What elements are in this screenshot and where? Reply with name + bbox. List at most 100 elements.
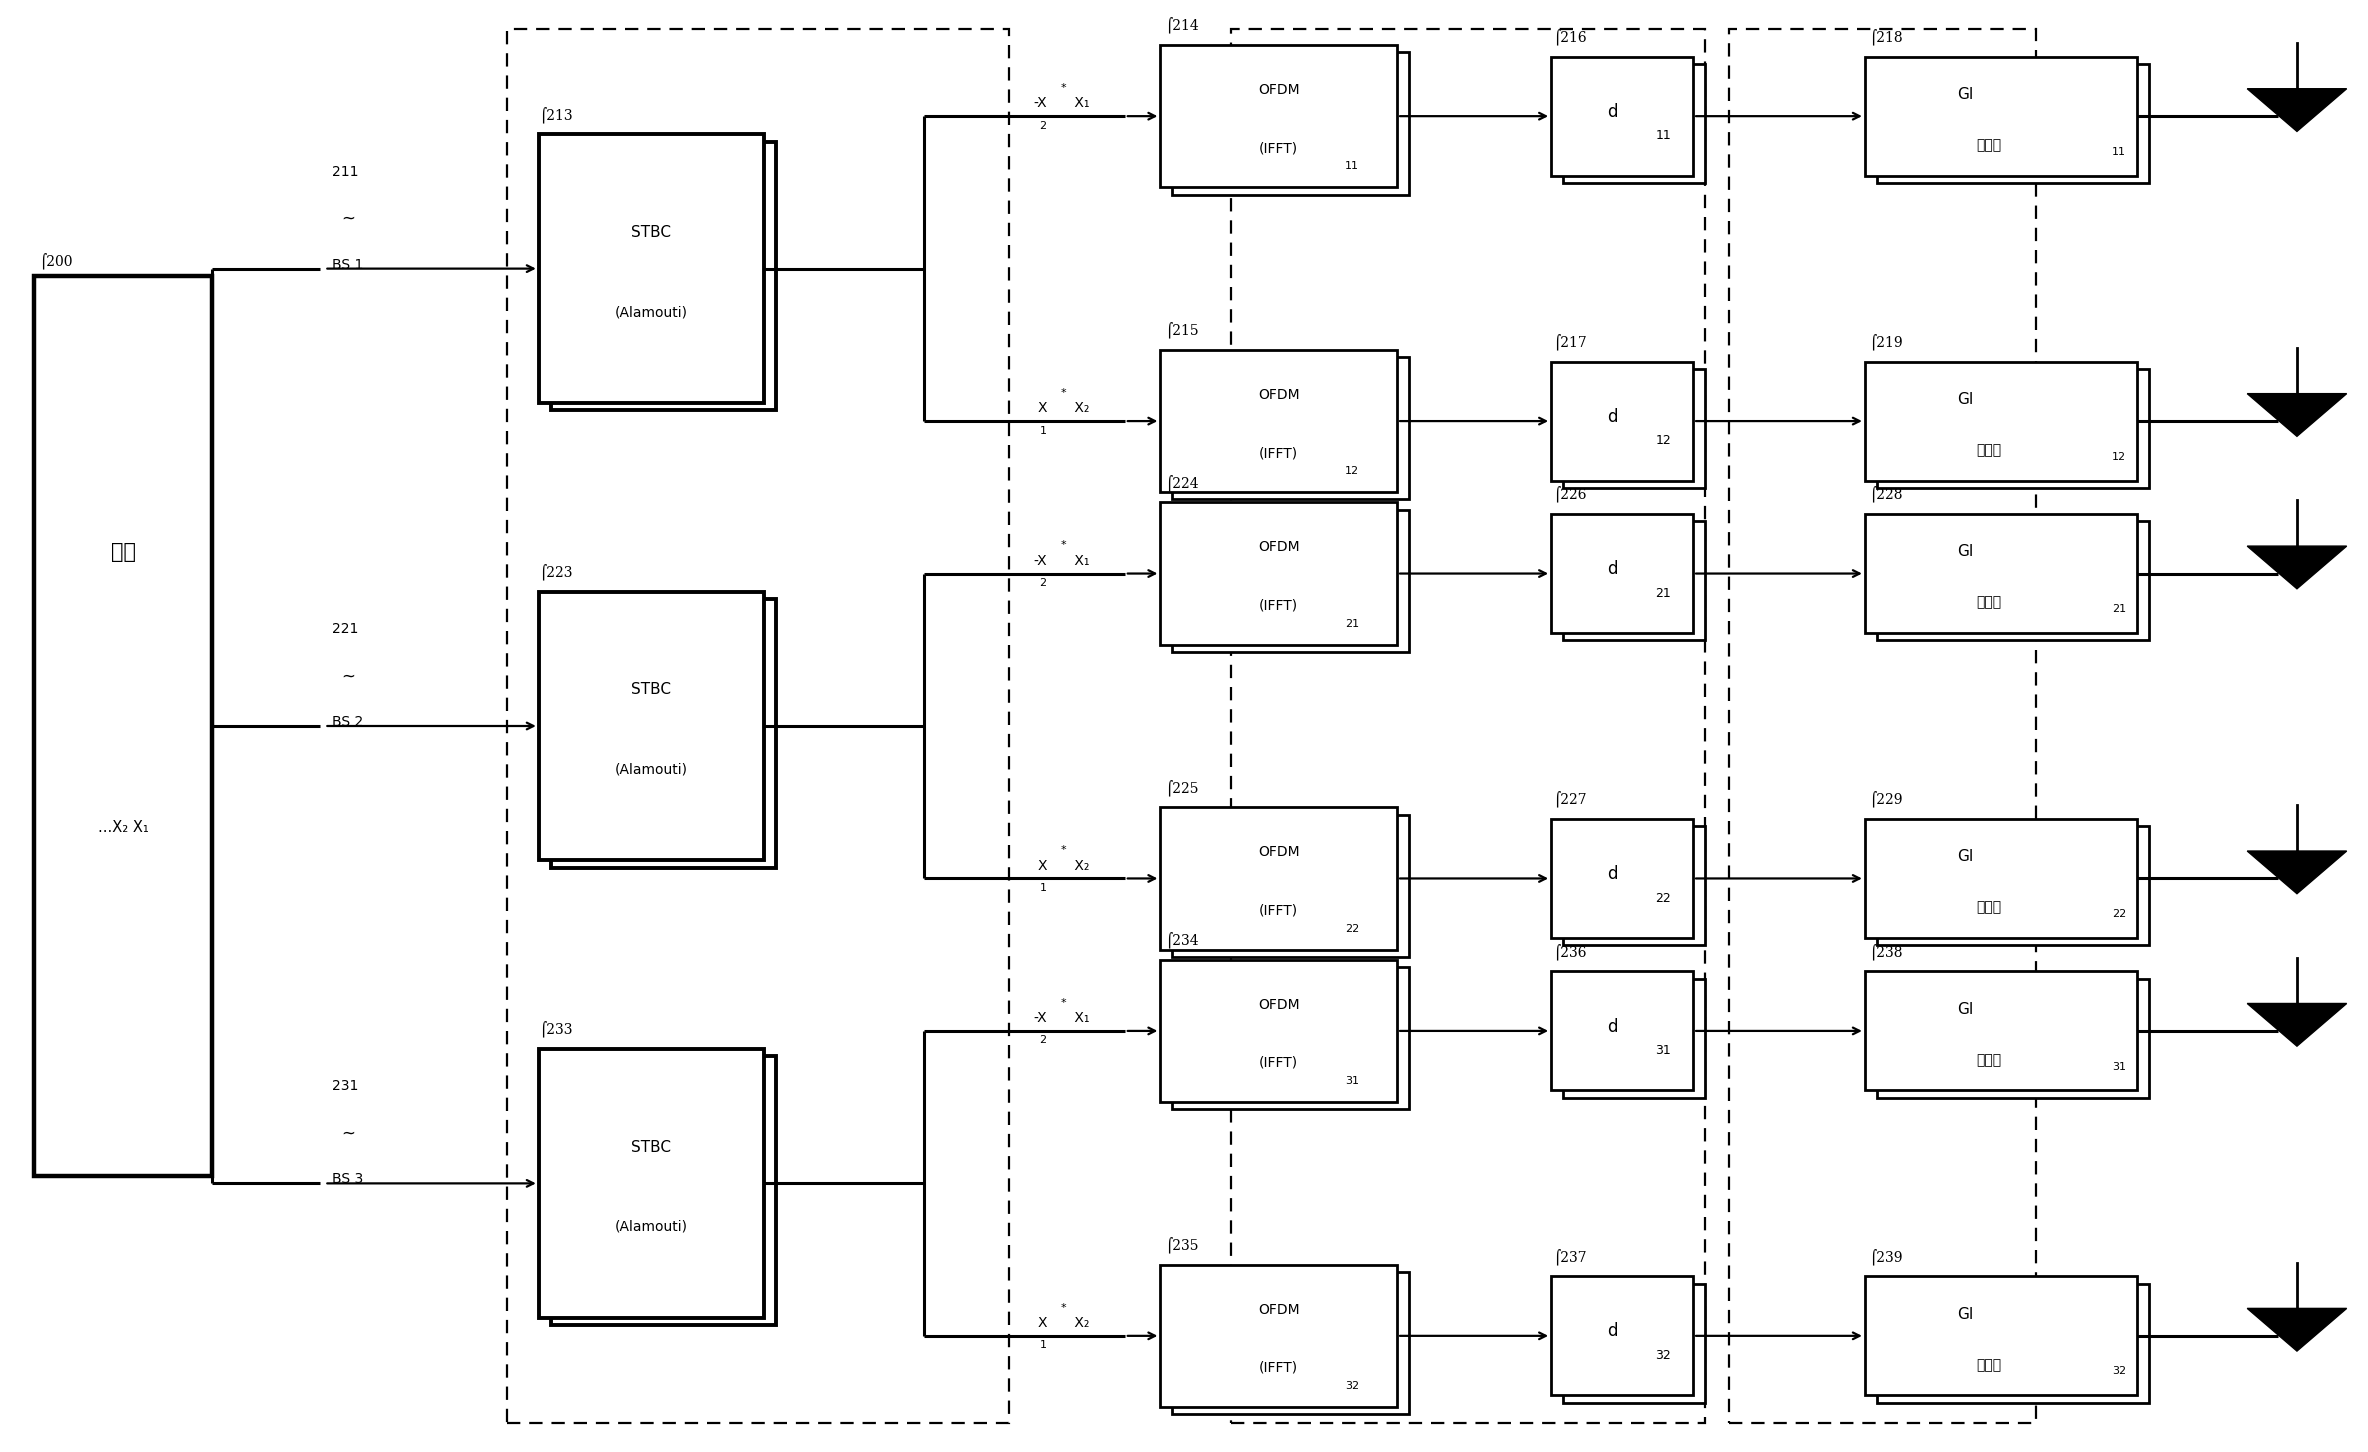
Bar xyxy=(1551,971,1693,1090)
Bar xyxy=(1563,521,1705,640)
Text: (IFFT): (IFFT) xyxy=(1260,446,1298,460)
Bar xyxy=(1172,967,1409,1109)
Text: STBC: STBC xyxy=(632,225,670,240)
Text: -X: -X xyxy=(1032,1011,1047,1025)
Bar xyxy=(1551,362,1693,481)
Bar xyxy=(540,1048,762,1318)
Text: 31: 31 xyxy=(1345,1076,1359,1086)
Text: 1: 1 xyxy=(1040,1340,1047,1350)
Bar xyxy=(1875,369,2150,488)
Text: 21: 21 xyxy=(1345,619,1359,629)
Text: X: X xyxy=(1037,1316,1047,1330)
Bar xyxy=(1875,826,2150,945)
Text: STBC: STBC xyxy=(632,1140,670,1154)
Text: *: * xyxy=(1061,540,1066,550)
Polygon shape xyxy=(2247,393,2347,436)
Text: (IFFT): (IFFT) xyxy=(1260,1361,1298,1375)
Text: d: d xyxy=(1608,1018,1617,1035)
Text: ⌠233: ⌠233 xyxy=(540,1021,573,1037)
Bar xyxy=(1563,1284,1705,1403)
Bar xyxy=(1160,45,1397,187)
Text: OFDM: OFDM xyxy=(1257,83,1300,97)
Text: X₁: X₁ xyxy=(1070,96,1089,110)
Text: ⌠223: ⌠223 xyxy=(540,563,573,579)
Text: X: X xyxy=(1037,401,1047,415)
Bar xyxy=(1172,357,1409,499)
Text: 插入器: 插入器 xyxy=(1977,138,2001,152)
Text: ~: ~ xyxy=(341,1125,355,1143)
Text: 31: 31 xyxy=(1655,1044,1672,1057)
Text: ⌠238: ⌠238 xyxy=(1871,944,1904,960)
Bar xyxy=(552,142,777,409)
Text: ⌠239: ⌠239 xyxy=(1871,1249,1904,1265)
Text: ⌠227: ⌠227 xyxy=(1553,791,1587,807)
Text: -X: -X xyxy=(1032,96,1047,110)
Text: 2: 2 xyxy=(1040,578,1047,588)
Bar xyxy=(1729,29,2036,1423)
Text: 插入器: 插入器 xyxy=(1977,1053,2001,1067)
Text: 12: 12 xyxy=(2112,452,2126,462)
Text: 插入器: 插入器 xyxy=(1977,1358,2001,1372)
Text: OFDM: OFDM xyxy=(1257,998,1300,1012)
Bar xyxy=(1160,502,1397,645)
Text: 211: 211 xyxy=(332,164,358,179)
Polygon shape xyxy=(2247,89,2347,131)
Text: OFDM: OFDM xyxy=(1257,845,1300,860)
Text: 21: 21 xyxy=(1655,587,1672,600)
Text: -X: -X xyxy=(1032,553,1047,568)
Text: BS 2: BS 2 xyxy=(332,714,362,729)
Text: d: d xyxy=(1608,103,1617,121)
Text: 22: 22 xyxy=(2112,909,2126,919)
Text: X₁: X₁ xyxy=(1070,1011,1089,1025)
Bar xyxy=(1866,57,2136,176)
Bar xyxy=(552,600,777,868)
Bar xyxy=(1160,807,1397,950)
Text: ⌠200: ⌠200 xyxy=(38,253,73,269)
Text: 12: 12 xyxy=(1655,434,1672,447)
Text: *: * xyxy=(1061,83,1066,93)
Bar xyxy=(507,29,1009,1423)
Text: 2: 2 xyxy=(1040,121,1047,131)
Bar xyxy=(1231,29,1705,1423)
Text: d: d xyxy=(1608,1323,1617,1340)
Text: X₂: X₂ xyxy=(1070,1316,1089,1330)
Polygon shape xyxy=(2247,1003,2347,1045)
Text: GI: GI xyxy=(1958,849,1973,864)
Text: ⌠234: ⌠234 xyxy=(1165,932,1198,948)
Text: 231: 231 xyxy=(332,1079,358,1093)
Polygon shape xyxy=(2247,546,2347,590)
Text: (Alamouti): (Alamouti) xyxy=(616,762,687,777)
Text: ~: ~ xyxy=(341,211,355,228)
Bar xyxy=(552,1057,777,1324)
Text: 1: 1 xyxy=(1040,883,1047,893)
Text: (Alamouti): (Alamouti) xyxy=(616,305,687,319)
Text: 32: 32 xyxy=(1345,1381,1359,1391)
Text: 12: 12 xyxy=(1345,466,1359,476)
Text: X₂: X₂ xyxy=(1070,401,1089,415)
Text: *: * xyxy=(1061,388,1066,398)
Text: ⌠228: ⌠228 xyxy=(1871,486,1904,502)
Bar xyxy=(1563,979,1705,1098)
Bar xyxy=(1563,369,1705,488)
Bar xyxy=(1172,815,1409,957)
Text: OFDM: OFDM xyxy=(1257,540,1300,555)
Text: 21: 21 xyxy=(2112,604,2126,614)
Text: 1: 1 xyxy=(1040,425,1047,436)
Text: X₁: X₁ xyxy=(1070,553,1089,568)
Text: (IFFT): (IFFT) xyxy=(1260,598,1298,613)
Text: GI: GI xyxy=(1958,544,1973,559)
Text: OFDM: OFDM xyxy=(1257,1302,1300,1317)
Text: *: * xyxy=(1061,998,1066,1008)
Text: ~: ~ xyxy=(341,668,355,685)
Text: ⌠216: ⌠216 xyxy=(1553,29,1587,45)
Text: ⌠236: ⌠236 xyxy=(1553,944,1587,960)
Text: ⌠229: ⌠229 xyxy=(1871,791,1904,807)
Bar xyxy=(1866,362,2136,481)
Text: ⌠215: ⌠215 xyxy=(1165,322,1198,338)
Bar xyxy=(33,276,213,1176)
Text: GI: GI xyxy=(1958,87,1973,102)
Text: 31: 31 xyxy=(2112,1061,2126,1072)
Text: STBC: STBC xyxy=(632,682,670,697)
Text: BS 1: BS 1 xyxy=(332,257,362,272)
Text: 插入器: 插入器 xyxy=(1977,595,2001,610)
